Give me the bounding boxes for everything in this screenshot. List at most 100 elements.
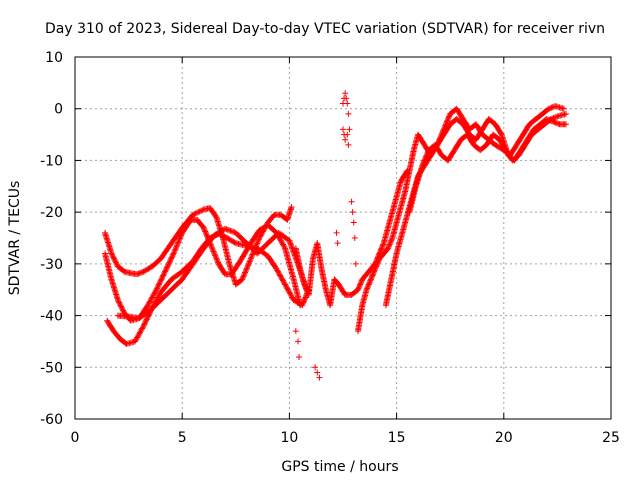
data-point: [377, 247, 384, 254]
data-point: [286, 289, 293, 296]
data-point: [154, 284, 161, 291]
data-point: [352, 260, 359, 267]
data-point: [284, 286, 291, 293]
series-track8: [406, 110, 569, 216]
data-point: [201, 227, 208, 234]
data-point: [288, 203, 295, 210]
data-point: [140, 322, 147, 329]
data-point: [547, 105, 554, 112]
data-point: [168, 255, 175, 262]
data-point: [367, 277, 374, 284]
data-point: [385, 244, 392, 251]
data-point: [155, 282, 162, 289]
data-point: [288, 293, 295, 300]
data-point: [547, 116, 554, 123]
data-point: [154, 285, 161, 292]
data-point: [223, 226, 230, 233]
data-point: [287, 290, 294, 297]
data-point: [424, 149, 431, 156]
data-point: [197, 207, 204, 214]
data-point: [422, 154, 429, 161]
plot-frame: [74, 56, 612, 420]
data-point: [133, 335, 140, 342]
data-point: [346, 126, 353, 133]
data-point: [149, 294, 156, 301]
data-point: [145, 300, 152, 307]
data-point: [282, 282, 289, 289]
data-point: [162, 268, 169, 275]
data-point: [287, 240, 294, 247]
axis-ticks: 0 5 10 15 20 25 -60 -50 -40 -30 -20 -10 0 10: [40, 50, 620, 446]
data-point: [162, 267, 169, 274]
data-point: [222, 225, 229, 232]
data-point: [231, 239, 238, 246]
data-point: [274, 268, 281, 275]
data-point: [170, 250, 177, 257]
data-point: [246, 258, 253, 265]
data-point: [171, 249, 178, 256]
x-tick-label: 20: [495, 430, 513, 446]
data-point: [280, 278, 287, 285]
data-point: [163, 266, 170, 273]
data-point: [134, 334, 141, 341]
data-point: [370, 271, 377, 278]
data-point: [254, 239, 261, 246]
data-point: [242, 268, 249, 275]
data-point: [200, 224, 207, 231]
data-point: [551, 114, 558, 121]
data-point: [195, 209, 202, 216]
data-point: [277, 272, 284, 279]
data-point: [209, 245, 216, 252]
data-point: [355, 285, 362, 292]
data-point: [372, 266, 379, 273]
data-point: [118, 304, 125, 311]
data-point: [388, 237, 395, 244]
data-point: [388, 236, 395, 243]
data-point: [314, 369, 321, 376]
data-point: [117, 302, 124, 309]
data-point: [281, 280, 288, 287]
data-point: [155, 281, 162, 288]
data-point: [249, 251, 256, 258]
data-point: [301, 281, 308, 288]
data-point: [174, 240, 181, 247]
data-point: [286, 238, 293, 245]
data-point: [422, 156, 429, 163]
data-point: [189, 211, 196, 218]
data-point: [212, 213, 219, 220]
data-point: [193, 209, 200, 216]
data-point: [239, 274, 246, 281]
data-point: [109, 253, 116, 260]
data-point: [224, 226, 231, 233]
data-point: [248, 254, 255, 261]
data-point: [365, 281, 372, 288]
data-point: [287, 241, 294, 248]
data-point: [212, 252, 219, 259]
data-point: [287, 291, 294, 298]
data-point: [142, 319, 149, 326]
data-point: [285, 288, 292, 295]
data-point: [244, 263, 251, 270]
data-point: [300, 298, 307, 305]
data-point: [445, 114, 452, 121]
data-point: [423, 152, 430, 159]
y-tick-label: -30: [40, 257, 63, 273]
data-point: [348, 198, 355, 205]
data-point: [549, 104, 556, 111]
data-point: [562, 110, 569, 117]
data-point: [345, 110, 352, 117]
data-point: [292, 328, 299, 335]
data-point: [239, 276, 246, 283]
data-point: [192, 210, 199, 217]
data-point: [303, 285, 310, 292]
data-point: [153, 286, 160, 293]
data-point: [227, 227, 234, 234]
data-point: [356, 284, 363, 291]
data-point: [203, 232, 210, 239]
data-point: [118, 303, 125, 310]
data-point: [141, 321, 148, 328]
data-point: [316, 374, 323, 381]
data-point: [419, 161, 426, 168]
data-point: [545, 105, 552, 112]
